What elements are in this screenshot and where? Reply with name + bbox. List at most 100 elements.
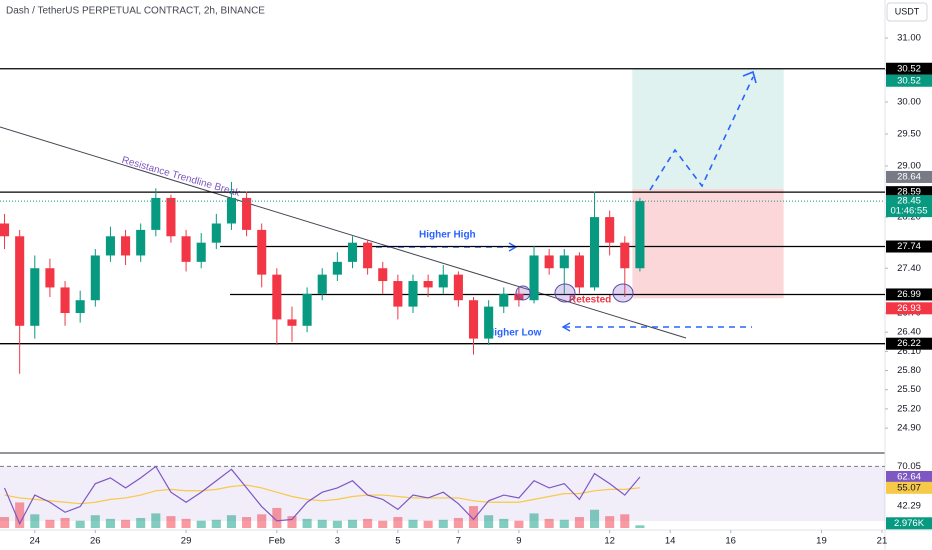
y-tick-label: 25.50: [897, 384, 921, 395]
price-tag-label: 27.74: [897, 241, 921, 252]
candle-body: [438, 274, 448, 288]
currency-button[interactable]: [886, 2, 928, 22]
volume-bar: [105, 518, 115, 528]
y-tick-label: 27.40: [897, 263, 921, 274]
candle-body: [317, 274, 327, 294]
volume-bar: [242, 517, 252, 528]
volume-bar: [45, 519, 55, 528]
candle-body: [423, 281, 433, 288]
currency-label[interactable]: USDT: [895, 6, 920, 16]
volume-bar: [408, 519, 418, 528]
candle-body: [408, 281, 418, 307]
volume-bar: [136, 517, 146, 528]
volume-bar: [484, 515, 494, 528]
candle-body: [75, 300, 85, 314]
candle-body: [620, 242, 630, 269]
volume-bar: [211, 519, 221, 528]
rsi-ma: [4, 484, 640, 505]
candle-body: [226, 197, 236, 224]
volume-bar: [635, 525, 645, 528]
y-tick-label: 31.00: [897, 33, 921, 44]
candle-body: [196, 242, 206, 262]
candle-body: [302, 293, 312, 326]
x-tick-label: 16: [725, 536, 736, 547]
x-tick-label: 5: [395, 536, 400, 547]
target-zone: [632, 68, 784, 189]
candle-body: [635, 201, 645, 269]
volume-bar: [332, 520, 342, 528]
volume-bar: [166, 516, 176, 528]
y-tick-label: 25.80: [897, 365, 921, 376]
volume-bar: [605, 516, 615, 528]
candle-body: [484, 306, 494, 339]
chart-title: Dash / TetherUS PERPETUAL CONTRACT, 2h, …: [6, 6, 265, 17]
arrow-head: [561, 322, 571, 332]
volume-bar: [60, 517, 70, 528]
countdown: 01:46:55: [891, 206, 928, 217]
candle-body: [347, 242, 358, 262]
stop-zone: [632, 188, 784, 299]
candle-body: [242, 197, 252, 230]
x-tick-label: 14: [665, 536, 676, 547]
y-tick-label: 28.20: [897, 212, 921, 223]
annotation: Higher High: [419, 230, 476, 241]
y-tick-label: 25.20: [897, 403, 921, 414]
rsi-tag-label: 70.05: [897, 461, 921, 472]
x-tick-label: 26: [90, 536, 101, 547]
price-tag-label: 26.99: [897, 289, 921, 300]
volume-bar: [438, 519, 448, 528]
volume-bar: [121, 519, 131, 528]
candle-body: [151, 197, 161, 230]
volume-bar: [378, 520, 388, 528]
annotation: Higher Low: [487, 328, 542, 339]
x-tick-label: 24: [30, 536, 41, 547]
candle-body: [453, 274, 463, 301]
candle-body: [544, 255, 554, 269]
volume-bar: [257, 514, 267, 528]
x-tick-label: 19: [816, 536, 827, 547]
last-price-tag: [886, 195, 932, 218]
volume-bar: [0, 517, 10, 528]
x-tick-label: Feb: [269, 536, 285, 547]
candle-body: [363, 242, 373, 269]
volume-bar: [347, 519, 358, 528]
candle-body: [378, 268, 388, 282]
volume-bar: [226, 515, 236, 528]
volume-bar: [590, 509, 600, 528]
retest-circle: [612, 283, 634, 303]
x-tick-label: 29: [181, 536, 192, 547]
volume-bar: [287, 516, 297, 528]
candle-body: [181, 236, 191, 262]
y-tick-label: 30.00: [897, 97, 921, 108]
candle-body: [605, 217, 615, 243]
volume-bar: [559, 519, 569, 528]
price-tag: [886, 288, 932, 301]
candle-body: [121, 236, 131, 256]
candle-body: [332, 261, 342, 275]
price-tag: [886, 170, 932, 183]
y-tick-label: 29.00: [897, 160, 921, 171]
price-tag: [886, 481, 932, 494]
volume-bar: [151, 513, 161, 528]
price-tag: [886, 302, 932, 315]
candle-body: [272, 274, 282, 320]
price-tag: [886, 74, 932, 87]
volume-bar: [574, 517, 584, 528]
price-tag-label: 62.64: [897, 472, 921, 483]
candle-body: [468, 300, 479, 339]
volume-bar: [90, 515, 100, 528]
y-tick-label: 24.90: [897, 423, 921, 434]
price-tag-label: 28.59: [897, 187, 921, 198]
volume-bar: [30, 514, 40, 528]
annotation: Retested: [569, 295, 611, 306]
price-tag: [886, 337, 932, 350]
candle-body: [15, 236, 25, 326]
volume-bar: [544, 518, 554, 528]
price-tag-label: 30.52: [897, 75, 921, 86]
volume-bar: [499, 518, 509, 528]
price-tag: [886, 470, 932, 483]
candle-body: [60, 287, 70, 314]
candle-body: [90, 255, 100, 301]
rsi-tag-label: 42.29: [897, 501, 921, 512]
